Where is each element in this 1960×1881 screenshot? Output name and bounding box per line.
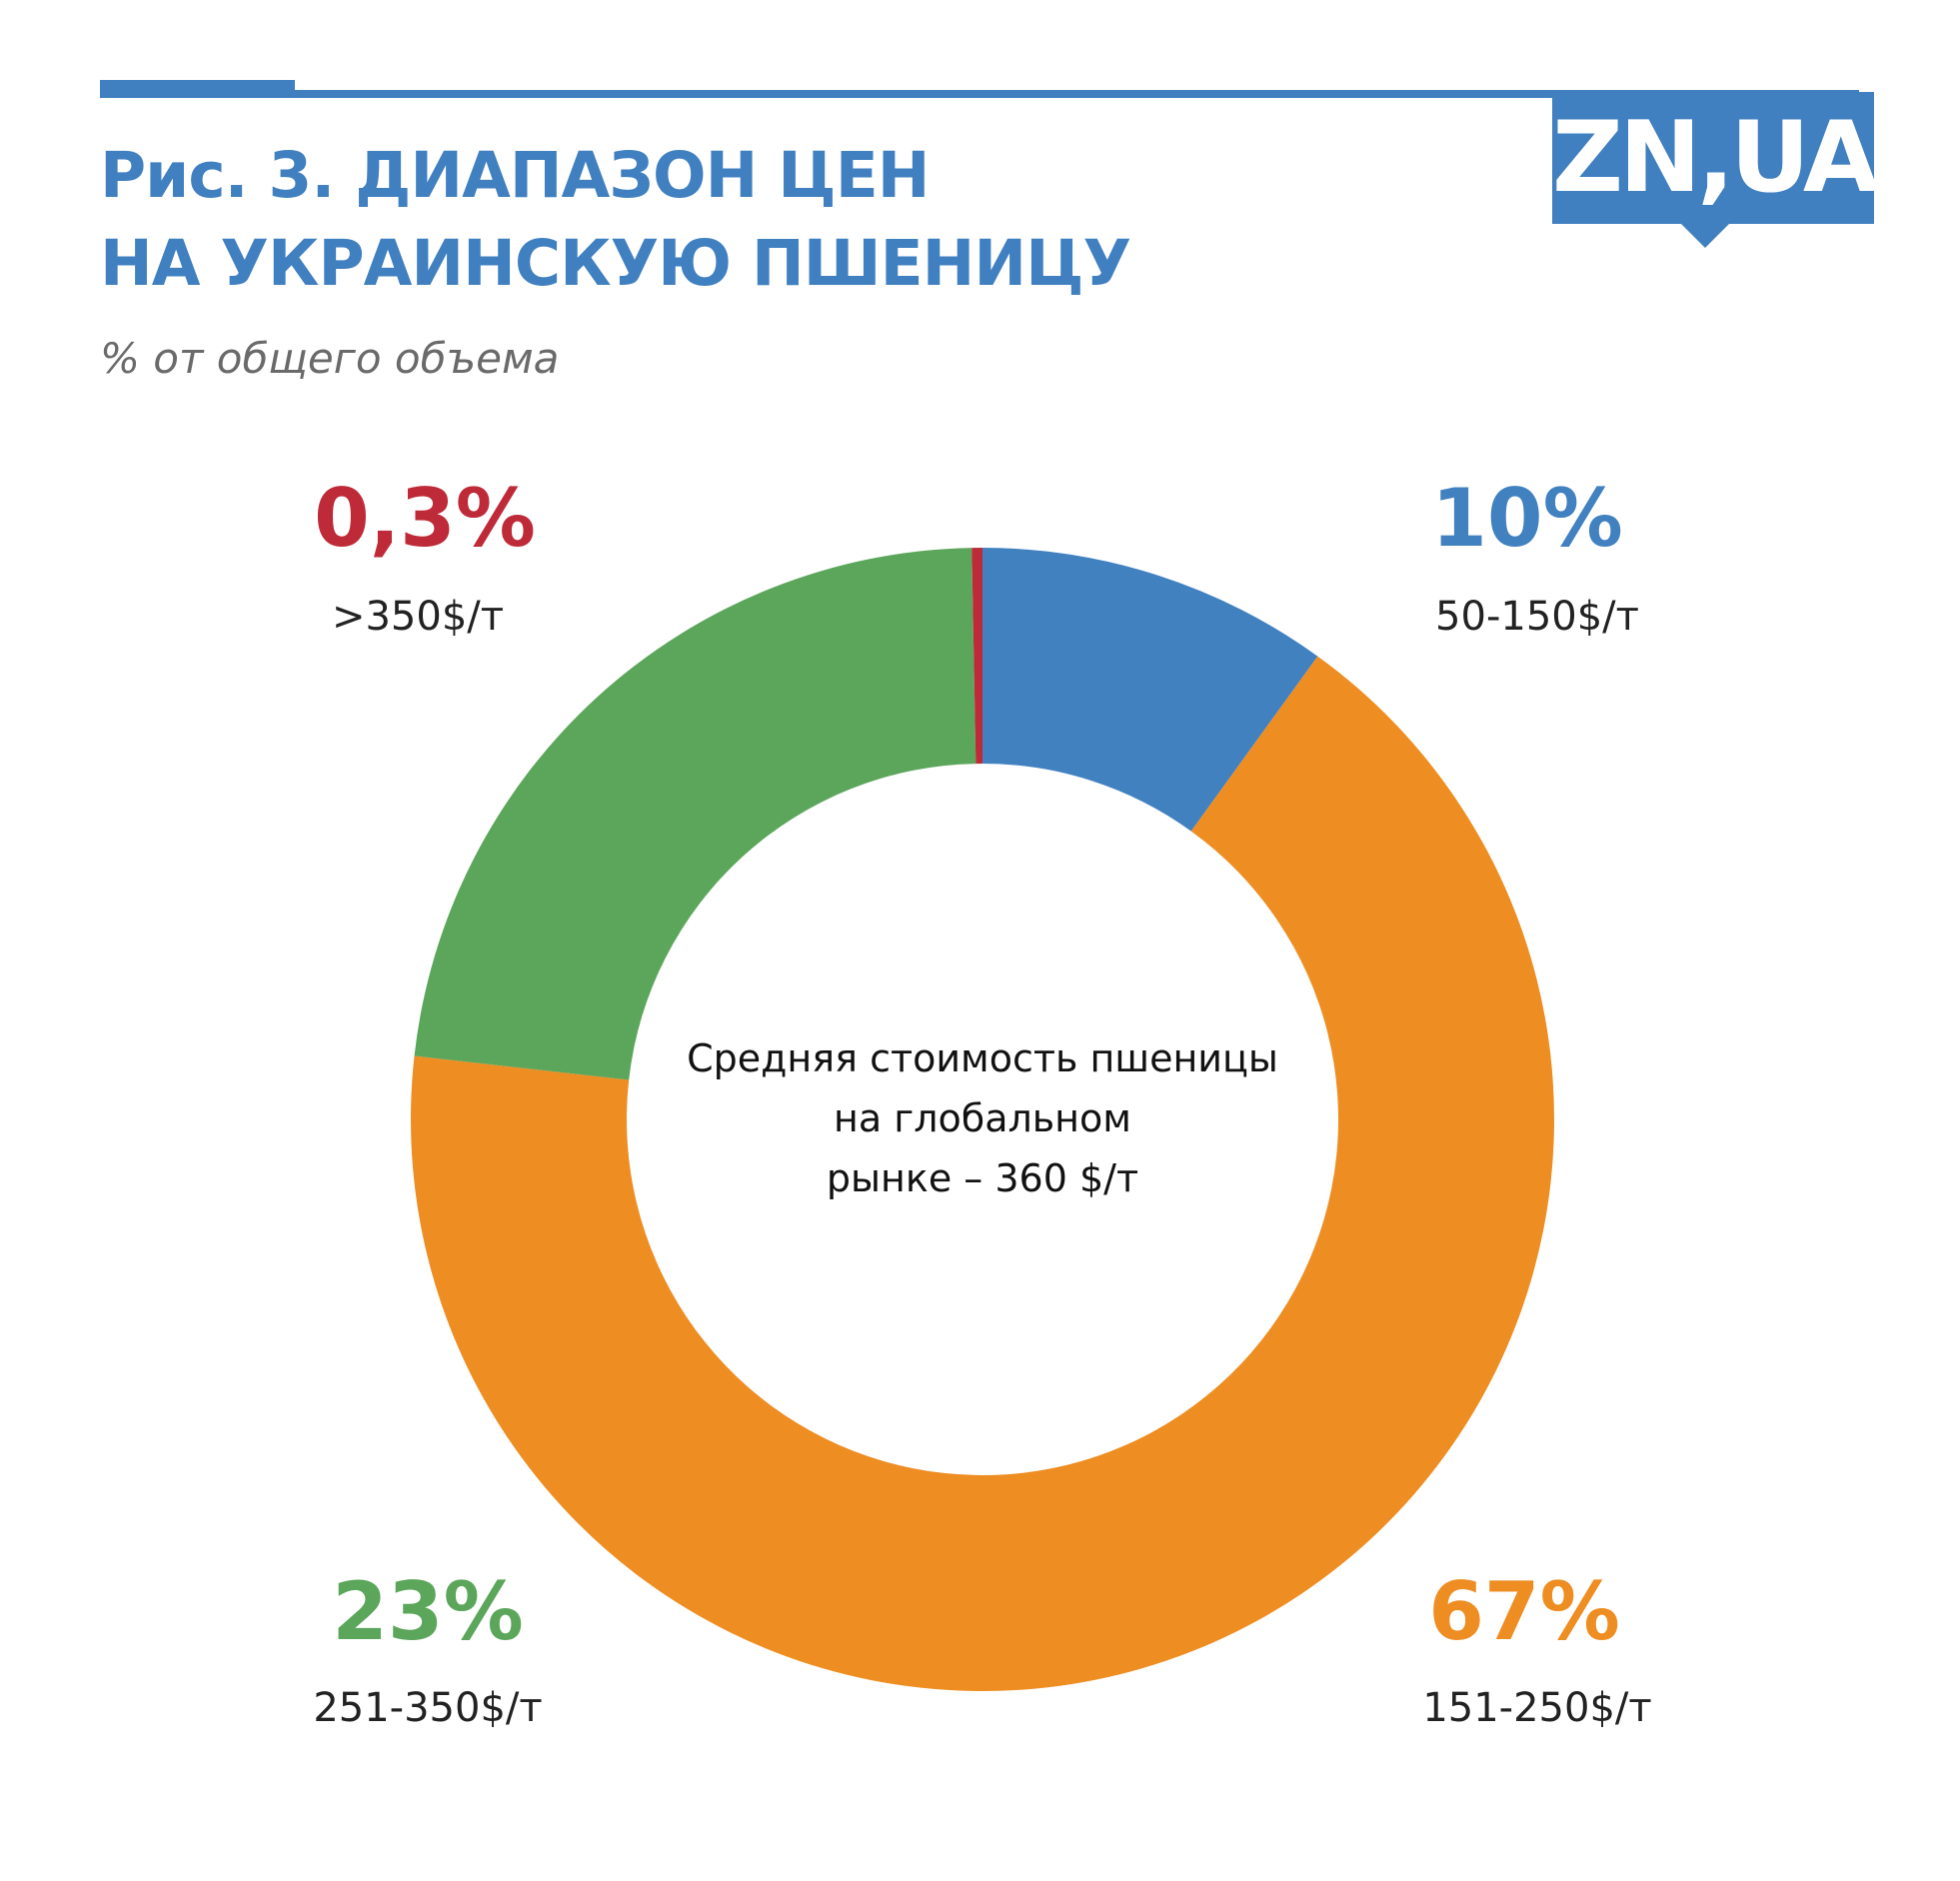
slice-label-range-251-350: 251-350$/т: [313, 1685, 542, 1731]
center-text-line3: рынке – 360 $/т: [827, 1156, 1138, 1200]
zn-ua-logo: ZN,UA: [1552, 92, 1879, 224]
center-label: Средняя стоимость пшеницы на глобальном …: [687, 1036, 1278, 1200]
center-text-line2: на глобальном: [834, 1096, 1131, 1140]
chart-title: Рис. 3. ДИАПАЗОН ЦЕН НА УКРАИНСКУЮ ПШЕНИ…: [100, 132, 1131, 308]
header-rule: [100, 90, 1859, 98]
slice-label-value-50-150: 10%: [1431, 472, 1622, 565]
center-text-line1: Средняя стоимость пшеницы: [687, 1036, 1278, 1080]
chart-subtitle: % от общего объема: [100, 334, 560, 383]
slice-label-value-151-250: 67%: [1428, 1565, 1619, 1658]
logo-tail: [1679, 222, 1731, 248]
slice-251-350: [414, 548, 977, 1080]
donut-slices: [411, 548, 1554, 1692]
slice-label-value-251-350: 23%: [332, 1565, 523, 1658]
slice-151-250: [411, 656, 1554, 1692]
chart-title-line2: НА УКРАИНСКУЮ ПШЕНИЦУ: [100, 227, 1131, 300]
slice-label-range-151-250: 151-250$/т: [1422, 1685, 1651, 1731]
slice-label-range-over-350: >350$/т: [332, 594, 504, 640]
slice-label-range-50-150: 50-150$/т: [1435, 594, 1639, 640]
slice-50-150: [982, 548, 1318, 832]
chart-title-line1: Рис. 3. ДИАПАЗОН ЦЕН: [100, 139, 931, 212]
slice-label-value-over-350: 0,3%: [314, 472, 536, 565]
logo-text: ZN,UA: [1552, 101, 1879, 215]
slice-over-350: [972, 548, 982, 765]
